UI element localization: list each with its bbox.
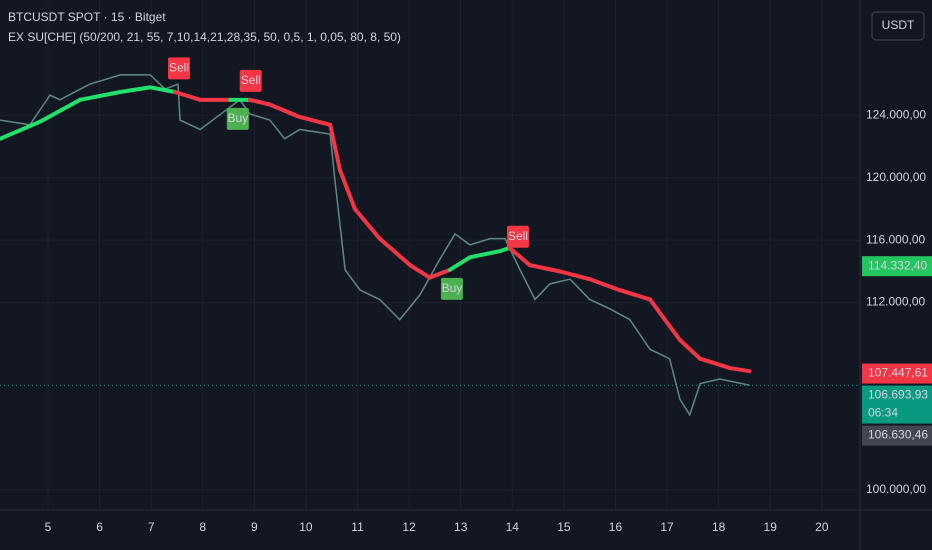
moving-average-segment <box>38 97 82 124</box>
signal-label: Buy <box>227 111 248 125</box>
moving-average-segment <box>617 288 653 302</box>
signal-label-box <box>168 57 191 80</box>
moving-average-segment <box>677 338 703 361</box>
moving-average-segment <box>648 297 682 342</box>
x-tick-label: 20 <box>815 520 829 534</box>
x-tick-label: 7 <box>148 520 155 534</box>
y-tick-label: 116.000,00 <box>866 232 925 246</box>
price-tag-label: 106.630,46 <box>868 428 928 442</box>
y-tick-label: 120.000,00 <box>866 170 926 184</box>
x-tick-label: 17 <box>660 520 674 534</box>
moving-average-segment <box>727 366 752 374</box>
x-tick-label: 10 <box>299 520 313 534</box>
x-tick-label: 12 <box>402 520 416 534</box>
signal-label-box <box>239 69 262 92</box>
signal-label: Buy <box>442 281 463 295</box>
moving-average-segment <box>77 90 123 102</box>
signal-label-box <box>440 277 463 300</box>
price-tag <box>862 425 932 446</box>
moving-average-segment <box>172 90 203 102</box>
moving-average-segment <box>0 119 43 141</box>
moving-average-segment <box>447 255 472 272</box>
moving-average-segment <box>467 249 502 260</box>
price-tag <box>862 385 932 424</box>
price-tag-label: 107.447,61 <box>868 366 928 380</box>
moving-average-segment <box>507 245 532 268</box>
x-tick-label: 9 <box>251 520 258 534</box>
price-tag <box>862 256 932 277</box>
moving-average-segment <box>377 236 413 268</box>
y-tick-label: 124.000,00 <box>866 108 926 122</box>
x-tick-label: 11 <box>351 520 364 534</box>
signal-label-box <box>226 107 249 130</box>
y-tick-label: 100.000,00 <box>866 482 926 496</box>
price-tag <box>862 363 932 384</box>
moving-average-segment <box>297 114 333 127</box>
moving-average-segment <box>247 97 272 107</box>
countdown-label: 06:34 <box>868 406 898 420</box>
moving-average-segment <box>328 122 342 172</box>
moving-average-segment <box>587 277 622 293</box>
price-line <box>0 74 750 417</box>
moving-average-segment <box>557 269 592 282</box>
x-tick-label: 8 <box>199 520 206 534</box>
moving-average-segment <box>148 85 177 95</box>
x-tick-label: 18 <box>712 520 726 534</box>
signal-label-box <box>506 225 529 248</box>
x-tick-label: 14 <box>506 520 520 534</box>
price-tag-label: 114.332,40 <box>868 258 927 272</box>
moving-average-segment <box>118 85 153 95</box>
indicator-label: EX SU[CHE] (50/200, 21, 55, 7,10,14,21,2… <box>8 30 401 44</box>
x-tick-label: 13 <box>454 520 468 534</box>
signal-label: Sell <box>241 73 261 87</box>
moving-average-segment <box>337 168 357 211</box>
x-tick-label: 15 <box>557 520 571 534</box>
price-tag-label: 106.693,93 <box>868 388 928 402</box>
x-tick-label: 5 <box>45 520 52 534</box>
currency-button[interactable] <box>871 11 925 41</box>
chart-title: BTCUSDT SPOT · 15 · Bitget <box>8 10 166 24</box>
currency-button-label[interactable]: USDT <box>882 18 915 32</box>
moving-average-segment <box>408 263 432 280</box>
signal-label: Sell <box>508 229 528 243</box>
moving-average-segment <box>267 102 302 119</box>
moving-average-segment <box>427 267 452 280</box>
signal-label: Sell <box>169 61 189 75</box>
x-tick-label: 6 <box>96 520 103 534</box>
x-tick-label: 19 <box>764 520 778 534</box>
moving-average-segment <box>698 356 732 371</box>
x-tick-label: 16 <box>609 520 623 534</box>
moving-average-segment <box>527 263 562 274</box>
y-tick-label: 112.000,00 <box>866 295 925 309</box>
moving-average-segment <box>352 206 382 241</box>
